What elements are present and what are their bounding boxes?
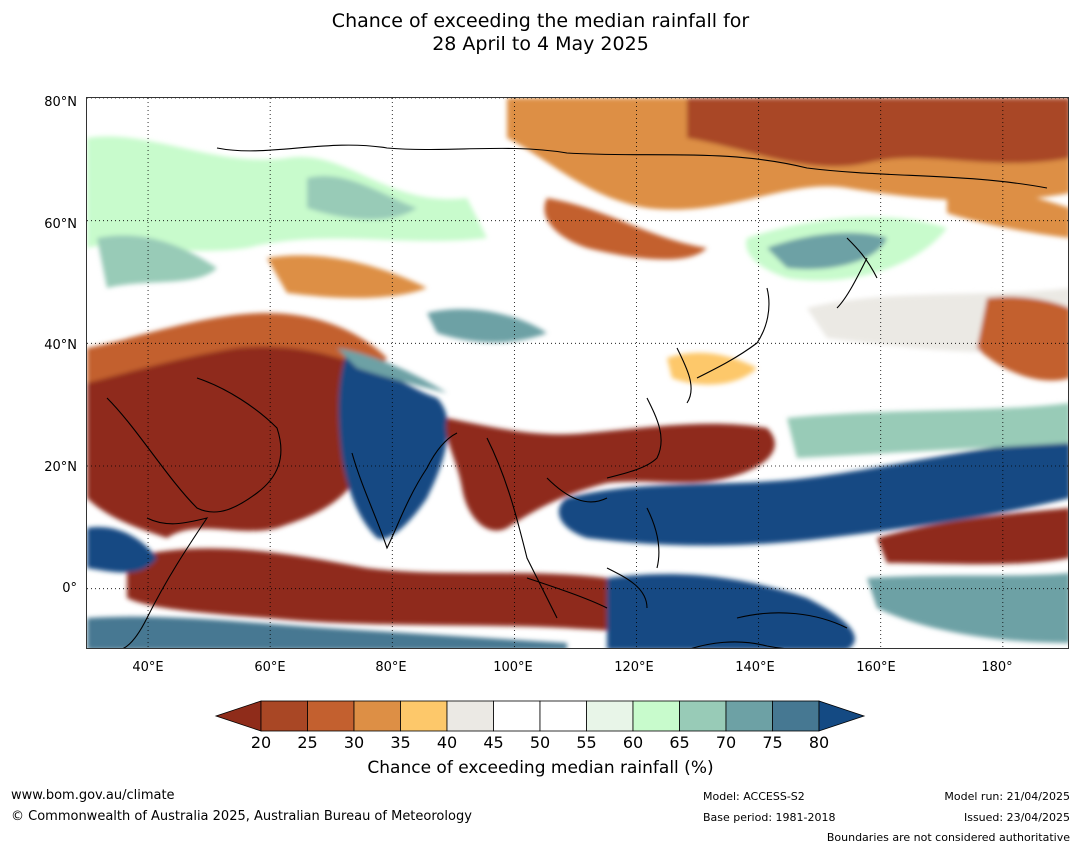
lat-label-80n: 80°N bbox=[44, 95, 77, 110]
colorbar-tick-label: 35 bbox=[390, 733, 411, 752]
colorbar-segment-45_50 bbox=[493, 700, 541, 732]
colorbar-segment-50_55 bbox=[539, 700, 587, 732]
dry-middle-east-edge bbox=[87, 313, 387, 383]
map-title-line2: 28 April to 4 May 2025 bbox=[432, 33, 649, 55]
wet-sw-indian-ocean bbox=[87, 527, 157, 573]
lon-label-80e: 80°E bbox=[375, 660, 407, 675]
lon-label-100e: 100°E bbox=[493, 660, 533, 675]
lat-label-0: 0° bbox=[62, 581, 77, 596]
colorbar-tick-label: 40 bbox=[436, 733, 458, 752]
green-north-eurasia bbox=[87, 136, 487, 251]
lon-label-160e: 160°E bbox=[856, 660, 896, 675]
colorbar-extend-low bbox=[214, 700, 262, 732]
very-dry-arctic bbox=[687, 98, 1068, 167]
coast-borneo-sumatra bbox=[526, 567, 648, 609]
very-wet-maritime-continent bbox=[607, 574, 855, 648]
teal-okhotsk bbox=[767, 232, 887, 270]
coast-arabia bbox=[106, 377, 282, 513]
model-run-date: Model run: 21/04/2025 bbox=[944, 790, 1070, 803]
map-title-line1: Chance of exceeding the median rainfall … bbox=[331, 10, 750, 32]
colorbar-tick-label: 55 bbox=[576, 733, 597, 752]
lat-label-60n: 60°N bbox=[44, 217, 77, 232]
copyright-text: © Commonwealth of Australia 2025, Austra… bbox=[11, 809, 472, 824]
teal-west-russia bbox=[97, 235, 217, 288]
coast-philippines bbox=[646, 507, 660, 569]
coast-new-guinea bbox=[736, 612, 848, 629]
colorbar-tick-label: 60 bbox=[622, 733, 644, 752]
coastlines bbox=[106, 144, 1048, 648]
dry-east-siberia bbox=[947, 187, 1068, 238]
lon-label-120e: 120°E bbox=[614, 660, 654, 675]
base-period: Base period: 1981-2018 bbox=[703, 811, 836, 824]
teal-siberia bbox=[307, 175, 417, 220]
colorbar-tick-label: 75 bbox=[762, 733, 783, 752]
lat-label-20n: 20°N bbox=[44, 460, 77, 475]
colorbar-tick-label: 80 bbox=[808, 733, 830, 752]
coast-korea bbox=[676, 347, 692, 404]
dry-central-asia bbox=[267, 255, 427, 298]
lon-label-180: 180° bbox=[981, 660, 1013, 675]
colorbar-segment-55_60 bbox=[586, 700, 634, 732]
teal-pacific-north bbox=[787, 403, 1068, 458]
coast-arctic bbox=[216, 144, 1048, 189]
colorbar bbox=[214, 700, 866, 732]
colorbar-tick-label: 20 bbox=[250, 733, 272, 752]
map-canvas bbox=[87, 98, 1068, 648]
lon-label-140e: 140°E bbox=[735, 660, 775, 675]
colorbar-label: Chance of exceeding median rainfall (%) bbox=[367, 758, 714, 778]
coast-southeast-asia bbox=[486, 437, 608, 619]
rainfall-probability-map bbox=[86, 97, 1069, 649]
colorbar-tick-label: 65 bbox=[669, 733, 690, 752]
colorbar-extend-high bbox=[818, 700, 866, 732]
colorbar-tick-label: 25 bbox=[297, 733, 318, 752]
colorbar-tick-label: 45 bbox=[483, 733, 504, 752]
dry-north-pacific bbox=[977, 296, 1068, 381]
colorbar-segment-65_70 bbox=[679, 700, 727, 732]
colorbar-tick-label: 30 bbox=[343, 733, 365, 752]
colorbar-segment-60_65 bbox=[632, 700, 680, 732]
coast-kamchatka bbox=[836, 237, 878, 309]
colorbar-tick-label: 50 bbox=[529, 733, 551, 752]
very-dry-middle-east bbox=[87, 332, 378, 538]
very-wet-west-pacific bbox=[558, 438, 1068, 546]
coast-japan bbox=[696, 287, 770, 379]
coast-africa-horn bbox=[122, 517, 209, 648]
lon-label-60e: 60°E bbox=[254, 660, 286, 675]
colorbar-segment-25_30 bbox=[307, 700, 355, 732]
lat-label-40n: 40°N bbox=[44, 338, 77, 353]
lon-label-40e: 40°E bbox=[132, 660, 164, 675]
dry-siberia bbox=[544, 198, 707, 260]
coast-india bbox=[351, 432, 458, 550]
graticule bbox=[87, 98, 1068, 648]
wet-south-indian-ocean bbox=[87, 616, 567, 648]
boundaries-disclaimer: Boundaries are not considered authoritat… bbox=[826, 831, 1070, 844]
very-dry-se-asia bbox=[445, 418, 775, 531]
coast-australia-north bbox=[691, 641, 785, 648]
colorbar-tick-label: 70 bbox=[715, 733, 737, 752]
teal-south-pacific bbox=[867, 573, 1068, 643]
teal-mongolia bbox=[427, 309, 547, 343]
probability-field-layer bbox=[87, 98, 1068, 648]
coast-china-east bbox=[606, 397, 662, 479]
colorbar-segment-75_80 bbox=[772, 700, 820, 732]
very-dry-central-pacific bbox=[877, 508, 1068, 565]
colorbar-segment-70_75 bbox=[725, 700, 773, 732]
website-link[interactable]: www.bom.gov.au/climate bbox=[11, 788, 175, 803]
colorbar-segment-40_45 bbox=[446, 700, 494, 732]
colorbar-segment-20_25 bbox=[260, 700, 308, 732]
issued-date: Issued: 23/04/2025 bbox=[963, 811, 1070, 824]
colorbar-segment-35_40 bbox=[400, 700, 448, 732]
model-name: Model: ACCESS-S2 bbox=[703, 790, 805, 803]
colorbar-segment-30_35 bbox=[353, 700, 401, 732]
